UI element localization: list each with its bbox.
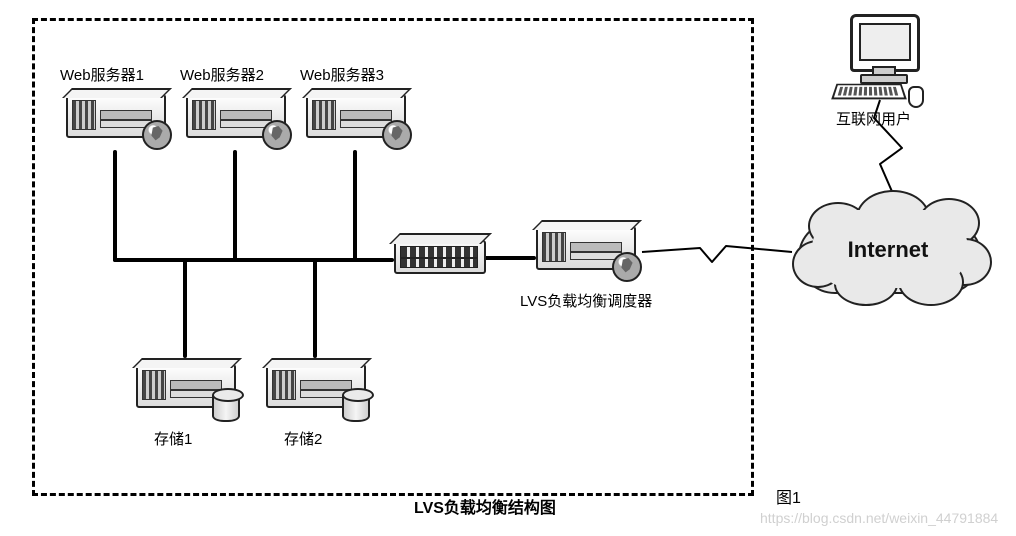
- node-label: Web服务器2: [180, 64, 320, 85]
- server-icon: [60, 86, 170, 156]
- node-label: Web服务器3: [300, 64, 440, 85]
- globe-icon: [262, 120, 292, 150]
- disk-icon: [342, 390, 370, 422]
- server-icon: [300, 86, 410, 156]
- globe-icon: [142, 120, 172, 150]
- desktop-pc-icon: [830, 14, 930, 110]
- figure-number-label: 图1: [776, 484, 801, 508]
- node-switch: [390, 230, 490, 280]
- node-web2: Web服务器2: [180, 86, 290, 156]
- node-label: Web服务器1: [60, 64, 200, 85]
- node-st2: 存储2: [260, 356, 370, 426]
- cloud-icon: Internet: [788, 190, 988, 310]
- cloud-label: Internet: [788, 190, 988, 310]
- node-lvs: LVS负载均衡调度器: [530, 218, 640, 288]
- node-st1: 存储1: [130, 356, 240, 426]
- globe-icon: [382, 120, 412, 150]
- node-label: 存储2: [284, 428, 322, 449]
- diagram-caption: LVS负载均衡结构图: [414, 494, 556, 518]
- server-icon: [530, 218, 640, 288]
- node-label: LVS负载均衡调度器: [520, 290, 680, 311]
- network-switch-icon: [390, 230, 490, 280]
- watermark-text: https://blog.csdn.net/weixin_44791884: [760, 510, 998, 526]
- storage-server-icon: [260, 356, 370, 426]
- disk-icon: [212, 390, 240, 422]
- node-label: 互联网用户: [836, 108, 911, 129]
- node-label: 存储1: [154, 428, 192, 449]
- node-pc: 互联网用户: [830, 14, 930, 110]
- server-icon: [180, 86, 290, 156]
- globe-icon: [612, 252, 642, 282]
- diagram-canvas: Web服务器1Web服务器2Web服务器3存储1存储2LVS负载均衡调度器Int…: [0, 0, 1016, 536]
- node-web3: Web服务器3: [300, 86, 410, 156]
- node-web1: Web服务器1: [60, 86, 170, 156]
- storage-server-icon: [130, 356, 240, 426]
